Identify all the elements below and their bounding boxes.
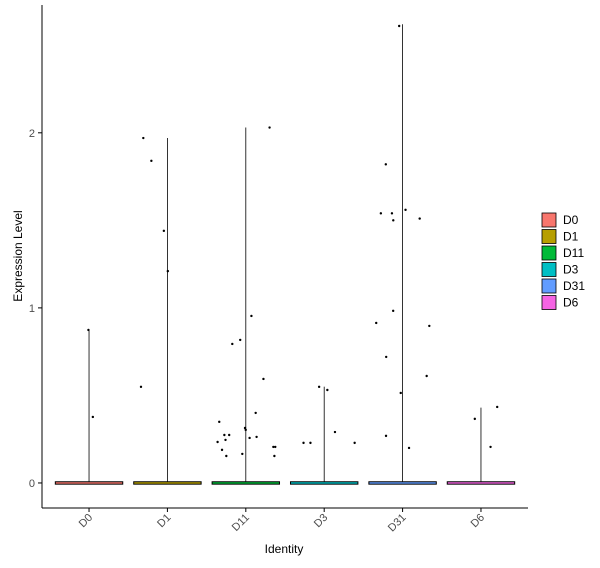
x-tick-label: D1 — [155, 512, 173, 530]
x-tick-label: D3 — [312, 512, 330, 530]
point — [250, 314, 253, 318]
point — [390, 212, 394, 215]
point — [425, 374, 428, 378]
point — [162, 229, 166, 233]
legend-label: D3 — [563, 263, 579, 277]
violin-base — [368, 481, 437, 485]
point — [273, 454, 276, 458]
point — [272, 445, 275, 449]
point — [239, 338, 242, 342]
point — [248, 436, 251, 440]
point — [496, 405, 499, 409]
x-tick-label: D6 — [469, 512, 487, 530]
point — [243, 426, 247, 430]
point — [150, 159, 153, 163]
point — [255, 435, 258, 439]
point — [353, 441, 356, 445]
x-tick-label: D0 — [77, 512, 95, 530]
point — [326, 388, 329, 392]
point — [309, 441, 312, 445]
point — [91, 415, 95, 419]
x-axis-title: Identity — [265, 542, 304, 556]
x-tick-label: D31 — [386, 512, 409, 535]
point — [231, 342, 234, 346]
legend-key — [541, 212, 557, 228]
point — [139, 385, 143, 389]
point — [384, 163, 388, 166]
point — [428, 324, 431, 328]
point — [223, 433, 226, 437]
point — [225, 454, 228, 458]
point — [418, 217, 421, 220]
point — [142, 136, 145, 140]
violin-base — [133, 481, 202, 485]
y-tick-label: 2 — [29, 128, 35, 140]
legend-label: D1 — [563, 230, 579, 244]
point — [384, 434, 388, 438]
point — [407, 446, 411, 450]
legend-label: D31 — [563, 279, 585, 293]
point — [87, 328, 90, 332]
point — [397, 24, 401, 28]
violin-base — [446, 481, 516, 485]
point — [274, 445, 277, 449]
y-axis-title: Expression Level — [11, 210, 25, 301]
violin-base — [211, 481, 281, 485]
legend-label: D0 — [563, 213, 579, 227]
point — [218, 420, 221, 424]
point — [404, 208, 407, 212]
x-tick-label: D11 — [230, 512, 252, 534]
point — [333, 430, 337, 434]
point — [473, 417, 477, 421]
point — [392, 219, 395, 222]
point — [224, 438, 227, 442]
legend-key — [541, 278, 557, 294]
point — [268, 126, 271, 129]
legend-key — [541, 262, 557, 277]
point — [375, 321, 378, 325]
legend-key — [541, 295, 557, 310]
violin-base — [54, 481, 124, 485]
violin-base — [289, 481, 359, 485]
point — [220, 448, 224, 452]
point — [384, 355, 388, 359]
point — [302, 441, 305, 445]
point — [317, 385, 321, 389]
point — [399, 391, 402, 395]
point — [244, 428, 247, 432]
point — [391, 309, 395, 313]
point — [489, 445, 492, 449]
point — [379, 212, 383, 215]
y-tick-label: 1 — [29, 303, 35, 315]
point — [227, 433, 231, 437]
y-tick-label: 0 — [29, 478, 35, 490]
point — [216, 440, 219, 444]
point — [254, 411, 257, 415]
point — [262, 377, 265, 381]
legend-key — [541, 245, 557, 261]
point — [241, 452, 244, 456]
legend-label: D11 — [563, 246, 584, 260]
point — [166, 269, 170, 273]
legend-label: D6 — [563, 296, 579, 310]
legend-key — [541, 229, 557, 244]
